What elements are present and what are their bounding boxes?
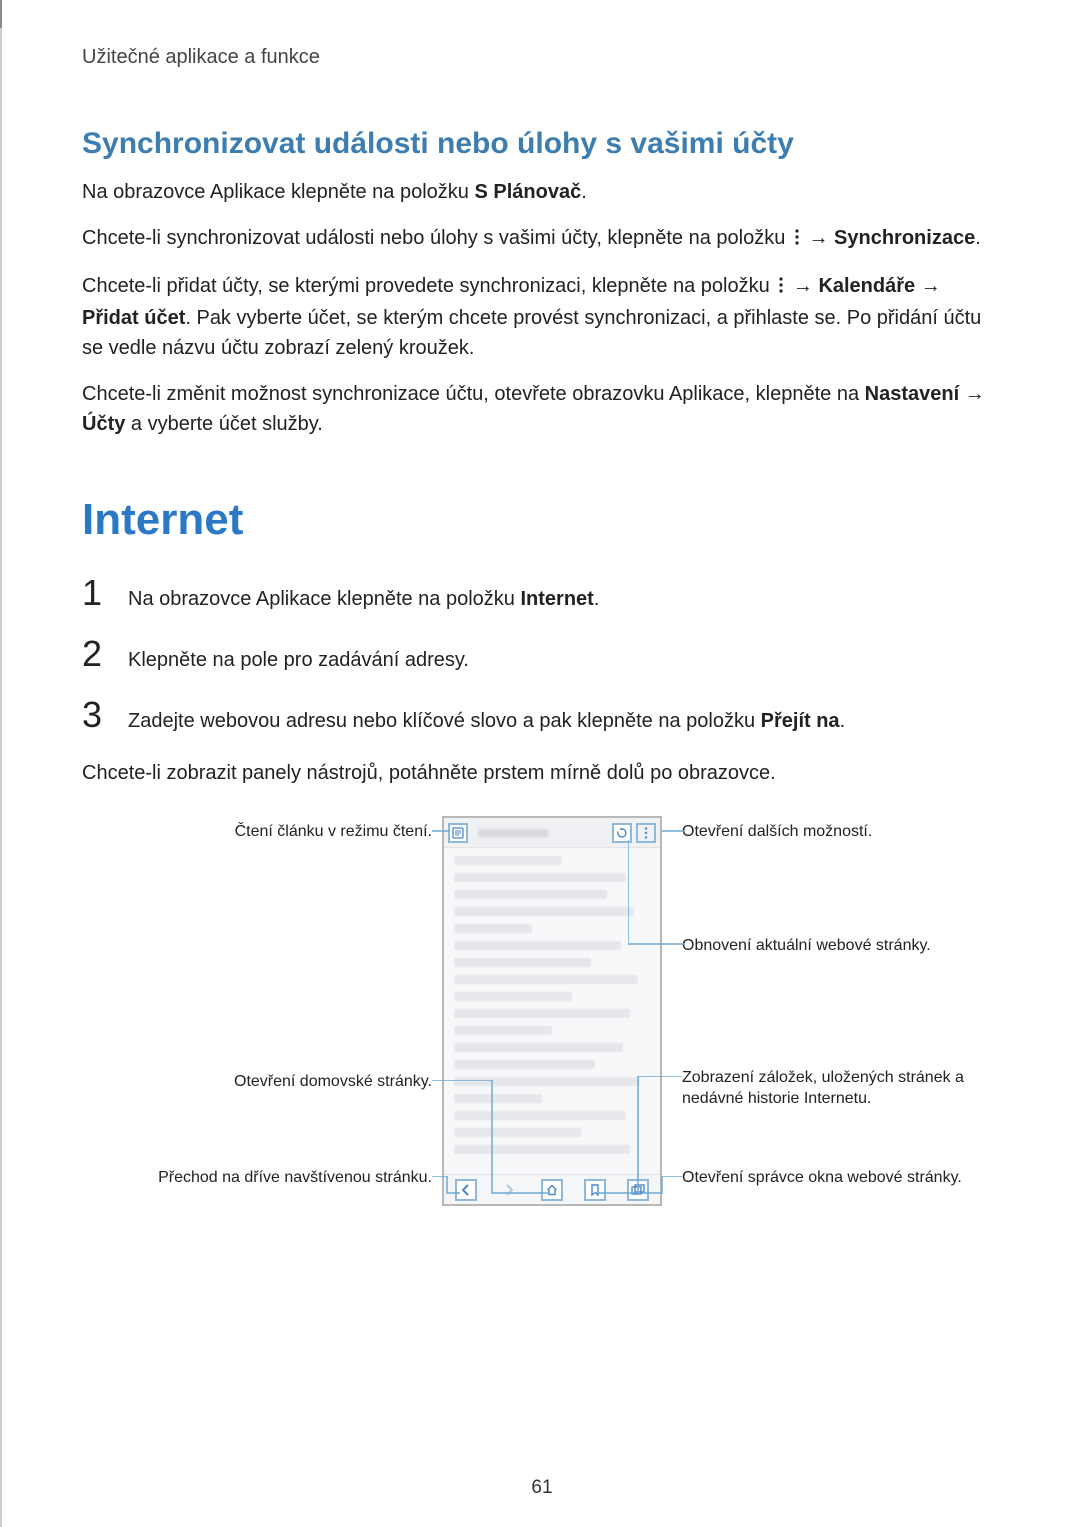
p2-text-a: Chcete-li synchronizovat události nebo ú…: [82, 227, 791, 249]
p4-arrow: →: [959, 383, 985, 405]
callout-refresh: Obnovení aktuální webové stránky.: [682, 936, 982, 957]
after-steps-paragraph: Chcete-li zobrazit panely nástrojů, potá…: [82, 758, 1000, 788]
step-text: Zadejte webovou adresu nebo klíčové slov…: [128, 706, 845, 736]
p3-arrow1: →: [787, 275, 818, 297]
paragraph-3: Chcete-li přidat účty, se kterými proved…: [82, 271, 1000, 363]
url-field[interactable]: [472, 823, 608, 843]
s3-c: .: [840, 710, 846, 732]
more-vert-icon: [643, 826, 649, 840]
section-heading: Synchronizovat události nebo úlohy s vaš…: [82, 127, 1000, 161]
callout-tabs: Otevření správce okna webové stránky.: [682, 1168, 982, 1189]
tabs-icon: [631, 1184, 645, 1196]
forward-button[interactable]: [498, 1179, 520, 1201]
s1-c: .: [594, 588, 600, 610]
paragraph-1: Na obrazovce Aplikace klepněte na položk…: [82, 177, 1000, 207]
s1-b: Internet: [520, 588, 593, 610]
breadcrumb: Užitečné aplikace a funkce: [82, 46, 1000, 69]
paragraph-4: Chcete-li změnit možnost synchronizace ú…: [82, 379, 1000, 439]
callout-bookmarks: Zobrazení záložek, uložených stránek a n…: [682, 1068, 982, 1110]
callout-back: Přechod na dříve navštívenou stránku.: [142, 1168, 432, 1189]
more-options-button[interactable]: [636, 823, 656, 843]
more-vert-icon: [793, 225, 801, 255]
refresh-icon: [616, 827, 628, 839]
bookmarks-button[interactable]: [584, 1179, 606, 1201]
chevron-left-icon: [461, 1184, 471, 1196]
back-button[interactable]: [455, 1179, 477, 1201]
p2-arrow: →: [803, 227, 834, 249]
step-number: 1: [82, 575, 110, 611]
reader-icon: [452, 827, 464, 839]
bottom-toolbar: [444, 1174, 660, 1204]
bookmark-icon: [590, 1184, 600, 1196]
tabs-button[interactable]: [627, 1179, 649, 1201]
callout-home: Otevření domovské stránky.: [142, 1072, 432, 1093]
step-number: 3: [82, 697, 110, 733]
step-text: Na obrazovce Aplikace klepněte na položk…: [128, 584, 599, 614]
address-bar: [444, 818, 660, 848]
margin-tick: [0, 0, 2, 28]
p3-text-f: . Pak vyberte účet, se kterým chcete pro…: [82, 307, 981, 359]
refresh-button[interactable]: [612, 823, 632, 843]
steps-list: 1 Na obrazovce Aplikace klepněte na polo…: [82, 575, 1000, 736]
home-button[interactable]: [541, 1179, 563, 1201]
callout-reader: Čtení článku v režimu čtení.: [142, 822, 432, 843]
page-content-mock: [444, 848, 660, 1174]
leader-line: [662, 830, 684, 832]
p1-bold: S Plánovač: [474, 181, 581, 203]
step-2: 2 Klepněte na pole pro zadávání adresy.: [82, 636, 1000, 675]
p3-bold-2: Přidat účet: [82, 307, 185, 329]
p1-text-a: Na obrazovce Aplikace klepněte na položk…: [82, 181, 474, 203]
p1-text-c: .: [581, 181, 587, 203]
reader-mode-button[interactable]: [448, 823, 468, 843]
home-icon: [546, 1184, 558, 1196]
p4-bold-1: Nastavení: [865, 383, 960, 405]
paragraph-2: Chcete-li synchronizovat události nebo ú…: [82, 223, 1000, 255]
p3-bold-1: Kalendáře: [818, 275, 915, 297]
step-3: 3 Zadejte webovou adresu nebo klíčové sl…: [82, 697, 1000, 736]
more-vert-icon: [777, 273, 785, 303]
page-title: Internet: [82, 495, 1000, 545]
page: Užitečné aplikace a funkce Synchronizova…: [0, 0, 1080, 1527]
p2-text-d: .: [975, 227, 981, 249]
page-number: 61: [2, 1477, 1080, 1499]
step-number: 2: [82, 636, 110, 672]
p4-text-e: a vyberte účet služby.: [125, 413, 323, 435]
chevron-right-icon: [504, 1184, 514, 1196]
p3-arrow2: →: [915, 275, 941, 297]
step-1: 1 Na obrazovce Aplikace klepněte na polo…: [82, 575, 1000, 614]
s3-a: Zadejte webovou adresu nebo klíčové slov…: [128, 710, 761, 732]
phone-mock: [442, 816, 662, 1206]
step-text: Klepněte na pole pro zadávání adresy.: [128, 645, 469, 675]
p3-text-a: Chcete-li přidat účty, se kterými proved…: [82, 275, 775, 297]
s3-b: Přejít na: [761, 710, 840, 732]
callout-more: Otevření dalších možností.: [682, 822, 962, 843]
browser-diagram: Čtení článku v režimu čtení. Otevření do…: [82, 816, 1002, 1246]
p2-bold: Synchronizace: [834, 227, 975, 249]
s1-a: Na obrazovce Aplikace klepněte na položk…: [128, 588, 520, 610]
p4-bold-2: Účty: [82, 413, 125, 435]
p4-text-a: Chcete-li změnit možnost synchronizace ú…: [82, 383, 865, 405]
